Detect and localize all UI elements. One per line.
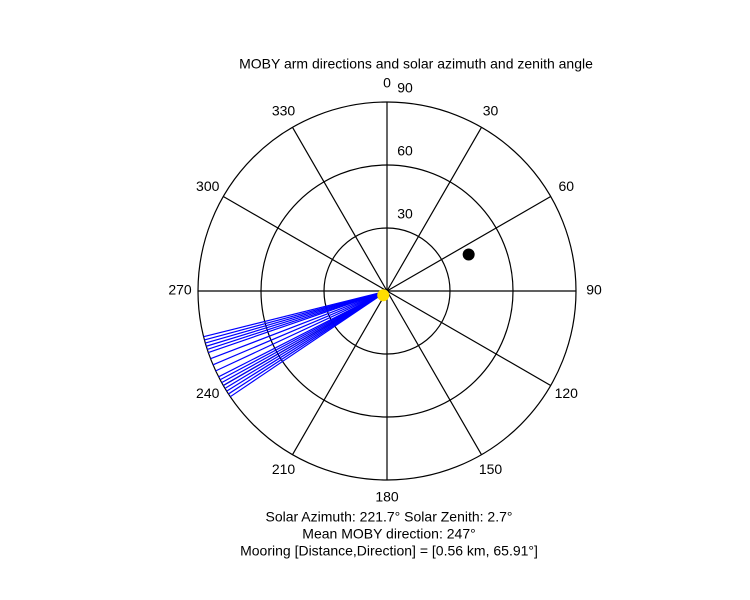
arm-line [215,290,388,372]
grid-circle [197,101,577,481]
point-marker [462,248,475,261]
theta-tick-label: 30 [483,102,499,118]
spoke-line [223,195,388,292]
annotation: Mean MOBY direction: 247° [302,526,475,542]
theta-tick-label: 150 [479,461,503,477]
theta-tick-label: 240 [196,385,220,401]
arm-line [212,290,388,366]
spoke-line [291,290,388,455]
grid-circle [260,164,514,418]
spoke-line [386,127,483,292]
theta-tick-label: 270 [168,282,192,298]
point-marker [377,289,390,302]
theta-tick-label: 330 [272,102,296,118]
r-tick-label: 30 [397,206,413,222]
r-tick-label: 90 [397,80,413,96]
annotation: Mooring [Distance,Direction] = [0.56 km,… [240,543,538,559]
theta-tick-label: 300 [196,178,220,194]
spoke-line [291,127,388,292]
grid-circle [323,227,451,355]
spoke-line [386,195,551,292]
spoke-line [386,290,551,387]
theta-tick-label: 90 [586,282,602,298]
theta-tick-label: 210 [272,461,296,477]
theta-tick-label: 180 [375,489,399,505]
theta-tick-label: 120 [555,385,579,401]
r-tick-label: 60 [397,143,413,159]
chart-title: MOBY arm directions and solar azimuth an… [239,56,593,72]
arm-line [203,290,388,338]
theta-tick-label: 0 [383,75,391,91]
spoke-line [386,290,483,455]
annotation: Solar Azimuth: 221.7° Solar Zenith: 2.7° [266,509,513,525]
arm-line [210,290,388,360]
theta-tick-label: 60 [558,178,574,194]
arm-line [218,290,388,378]
